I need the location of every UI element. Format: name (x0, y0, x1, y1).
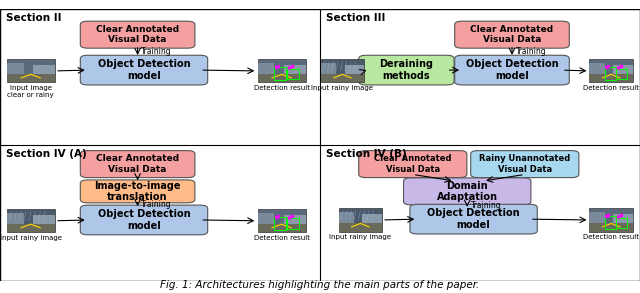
Bar (33, 215, 55, 224)
Bar (589, 59, 633, 83)
Bar (258, 209, 306, 232)
FancyBboxPatch shape (359, 151, 467, 178)
FancyBboxPatch shape (81, 151, 195, 178)
Text: Detection result: Detection result (253, 85, 310, 91)
Text: Clear Annotated
Visual Data: Clear Annotated Visual Data (96, 154, 179, 174)
FancyBboxPatch shape (359, 55, 454, 85)
FancyBboxPatch shape (81, 205, 207, 235)
Bar (589, 224, 633, 231)
Bar (321, 74, 364, 83)
Text: Object Detection
model: Object Detection model (428, 208, 520, 230)
Text: Input image
clear or rainy: Input image clear or rainy (8, 85, 54, 98)
Text: Object Detection
model: Object Detection model (466, 59, 558, 81)
Bar (589, 63, 605, 74)
FancyBboxPatch shape (81, 21, 195, 48)
Text: Input rainy image: Input rainy image (330, 234, 391, 241)
Bar (589, 208, 633, 231)
Bar (7, 209, 54, 232)
FancyBboxPatch shape (404, 178, 531, 205)
Bar (616, 69, 627, 79)
Text: Deraining
methods: Deraining methods (380, 59, 433, 81)
Bar (344, 65, 364, 74)
Bar (589, 74, 633, 83)
Text: Input rainy image: Input rainy image (0, 235, 61, 241)
Bar (258, 59, 306, 83)
Text: Section III: Section III (326, 13, 386, 23)
Bar (321, 63, 336, 74)
FancyBboxPatch shape (471, 151, 579, 178)
Bar (7, 59, 54, 83)
Bar (605, 67, 616, 80)
Text: Section II: Section II (6, 13, 62, 23)
Text: Object Detection
model: Object Detection model (98, 59, 190, 81)
Bar (589, 212, 605, 224)
Bar (258, 224, 306, 232)
Bar (33, 65, 55, 74)
Text: Input rainy image: Input rainy image (312, 85, 373, 91)
Bar (284, 215, 306, 224)
Bar (258, 63, 275, 74)
Bar (362, 214, 382, 224)
Text: Fig. 1: Architectures highlighting the main parts of the paper.: Fig. 1: Architectures highlighting the m… (161, 280, 479, 290)
Bar (258, 213, 275, 224)
Text: Clear Annotated
Visual Data: Clear Annotated Visual Data (374, 154, 452, 174)
Bar (7, 63, 24, 74)
Bar (284, 65, 306, 74)
Text: Training: Training (471, 201, 502, 210)
FancyBboxPatch shape (81, 55, 207, 85)
Text: Section IV (B): Section IV (B) (326, 149, 407, 159)
Text: Section IV (A): Section IV (A) (6, 149, 87, 159)
Text: Domain
Adaptation: Domain Adaptation (436, 180, 498, 202)
Text: Training: Training (141, 47, 172, 56)
Bar (613, 214, 633, 224)
Bar (7, 213, 24, 224)
FancyBboxPatch shape (410, 204, 538, 234)
Text: Training: Training (141, 200, 172, 209)
Text: Clear Annotated
Visual Data: Clear Annotated Visual Data (470, 25, 554, 44)
Bar (339, 208, 382, 231)
Bar (287, 69, 300, 79)
Bar (287, 219, 300, 229)
Bar (339, 212, 354, 224)
Bar (275, 67, 287, 80)
Bar (321, 59, 364, 83)
Bar (605, 217, 616, 229)
Bar (7, 74, 54, 83)
Text: Detection result: Detection result (253, 235, 310, 241)
Text: Image-to-image
translation: Image-to-image translation (94, 180, 181, 202)
Bar (275, 217, 287, 230)
Bar (258, 74, 306, 83)
FancyBboxPatch shape (81, 180, 195, 203)
FancyBboxPatch shape (455, 21, 570, 48)
Bar (339, 224, 382, 231)
Text: Object Detection
model: Object Detection model (98, 209, 190, 231)
Text: Detection result: Detection result (583, 85, 639, 91)
Bar (7, 224, 54, 232)
Text: Clear Annotated
Visual Data: Clear Annotated Visual Data (96, 25, 179, 44)
FancyBboxPatch shape (455, 55, 570, 85)
Text: Training: Training (516, 47, 547, 56)
Text: Rainy Unannotated
Visual Data: Rainy Unannotated Visual Data (479, 154, 570, 174)
Bar (613, 65, 633, 74)
Bar (616, 218, 627, 228)
Text: Detection result: Detection result (583, 234, 639, 241)
